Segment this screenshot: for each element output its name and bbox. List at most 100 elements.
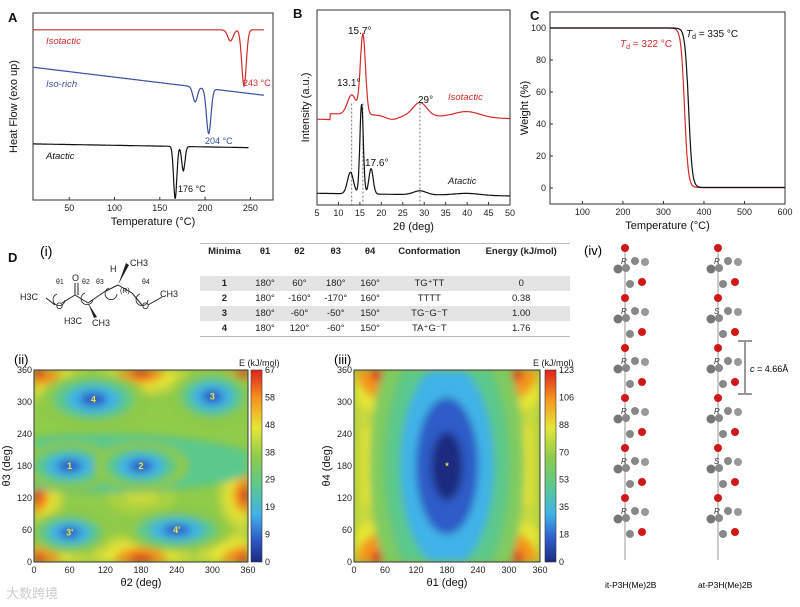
- bond: [103, 284, 119, 293]
- x-axis-label: θ2 (deg): [121, 577, 162, 589]
- oxygen-atom: [638, 428, 646, 436]
- carbon-atom: [715, 364, 723, 372]
- carbon-atom: [724, 257, 732, 265]
- colorbar: [250, 369, 263, 563]
- oxygen-atom: [621, 394, 629, 402]
- colorbar-tick-label: 9: [265, 530, 270, 540]
- x-tick-label: 300: [656, 207, 671, 217]
- stereo-label: R: [621, 307, 627, 316]
- carbon-atom: [641, 458, 649, 466]
- polymer-chain-it: R R R R R R: [613, 244, 649, 560]
- table-cell: -60°: [281, 306, 318, 321]
- atom-label: H3C: [20, 292, 39, 302]
- td-annotation: Td = 335 °C: [686, 29, 738, 41]
- carbon-atom: [734, 508, 742, 516]
- carbon-atom: [734, 308, 742, 316]
- stereo-label: R: [621, 257, 627, 266]
- oxygen-atom: [621, 294, 629, 302]
- x-tick-label: 30: [419, 208, 429, 218]
- stereo-label: R: [621, 507, 627, 516]
- carbon-atom: [719, 330, 727, 338]
- minimum-marker: 3: [210, 392, 215, 402]
- carbon-atom: [724, 407, 732, 415]
- table-cell: 180°: [317, 276, 354, 291]
- x-axis-label: 2θ (deg): [393, 221, 434, 233]
- atom-label: CH3: [92, 318, 110, 328]
- y-tick-label: 360: [337, 365, 352, 375]
- energy-contour: [34, 370, 48, 379]
- x-tick-label: 150: [152, 203, 167, 213]
- carbon-atom: [641, 308, 649, 316]
- series-label: Isotactic: [448, 92, 483, 103]
- panel-label-d: D: [8, 250, 17, 265]
- carbon-atom: [724, 307, 732, 315]
- colorbar-tick-label: 123: [559, 365, 574, 375]
- carbon-atom: [706, 414, 716, 424]
- rotation-arrow-icon: [135, 293, 149, 306]
- y-tick-label: 180: [337, 461, 352, 471]
- oxygen-atom: [638, 278, 646, 286]
- x-tick-label: 45: [484, 208, 494, 218]
- x-tick-label: 0: [351, 565, 356, 575]
- minimum-marker: *: [445, 461, 449, 471]
- x-axis-label: Temperature (°C): [111, 216, 195, 228]
- table-cell: 0.38: [511, 293, 531, 304]
- xrd-curve-isotactic: [317, 32, 510, 121]
- colorbar-tick-label: 106: [559, 392, 574, 402]
- carbon-atom: [734, 358, 742, 366]
- energy-contour: [79, 392, 108, 407]
- heatmap-surface: [34, 370, 248, 562]
- td-annotation: Td = 322 °C: [620, 39, 672, 51]
- minimum-marker: 2: [138, 461, 143, 471]
- carbon-atom: [622, 314, 630, 322]
- stereo-label: S: [714, 307, 720, 316]
- y-tick-label: 0: [541, 183, 546, 193]
- x-tick-label: 35: [441, 208, 451, 218]
- x-axis-label: Temperature (°C): [625, 220, 709, 232]
- carbon-atom: [631, 307, 639, 315]
- angle-label: θ3: [96, 279, 104, 286]
- table-row: 1 180° 60° 180° 160° TG⁺TT 0: [200, 276, 570, 291]
- energy-contour: [234, 553, 248, 562]
- stereo-label: R: [714, 257, 720, 266]
- minimum-marker: 3': [66, 528, 73, 538]
- peak-annotation: 243 °C: [243, 78, 271, 88]
- y-axis-label: θ3 (deg): [1, 446, 13, 487]
- panel-label-c: C: [530, 8, 540, 23]
- carbon-atom: [631, 407, 639, 415]
- bond: [45, 297, 56, 306]
- oxygen-atom: [731, 278, 739, 286]
- y-tick-label: 300: [337, 397, 352, 407]
- carbon-atom: [641, 258, 649, 266]
- energy-contour: [240, 485, 248, 505]
- minimum-marker: 1: [67, 461, 72, 471]
- carbon-atom: [734, 258, 742, 266]
- structure-caption: it-P3H(Me)2B: [605, 580, 657, 590]
- panel-label-i: (i): [40, 243, 53, 259]
- y-tick-label: 60: [342, 525, 352, 535]
- oxygen-atom: [731, 478, 739, 486]
- carbon-atom: [613, 364, 623, 374]
- oxygen-atom: [638, 478, 646, 486]
- table-cell: 0: [472, 276, 570, 291]
- bond: [131, 292, 143, 306]
- carbon-atom: [719, 280, 727, 288]
- x-tick-label: 180: [133, 565, 148, 575]
- carbon-atom: [706, 464, 716, 474]
- table-cell: 120°: [281, 321, 318, 337]
- colorbar-tick-label: 0: [559, 557, 564, 567]
- panel-label-iv: (iv): [584, 243, 602, 258]
- panel-label-a: A: [8, 10, 18, 25]
- carbon-atom: [715, 464, 723, 472]
- colorbar-tick-label: 19: [265, 502, 275, 512]
- x-tick-label: 240: [470, 565, 485, 575]
- structure-caption: at-P3H(Me)2B: [698, 580, 753, 590]
- table-cell: 160°: [353, 276, 387, 291]
- colorbar-tick-label: 70: [559, 447, 569, 457]
- table-header: θ3: [317, 243, 354, 276]
- x-tick-label: 300: [501, 565, 516, 575]
- carbon-atom: [724, 357, 732, 365]
- x-tick-label: 250: [243, 203, 258, 213]
- angle-label: θ2: [82, 279, 90, 286]
- colorbar-label: E (kJ/mol): [533, 358, 574, 368]
